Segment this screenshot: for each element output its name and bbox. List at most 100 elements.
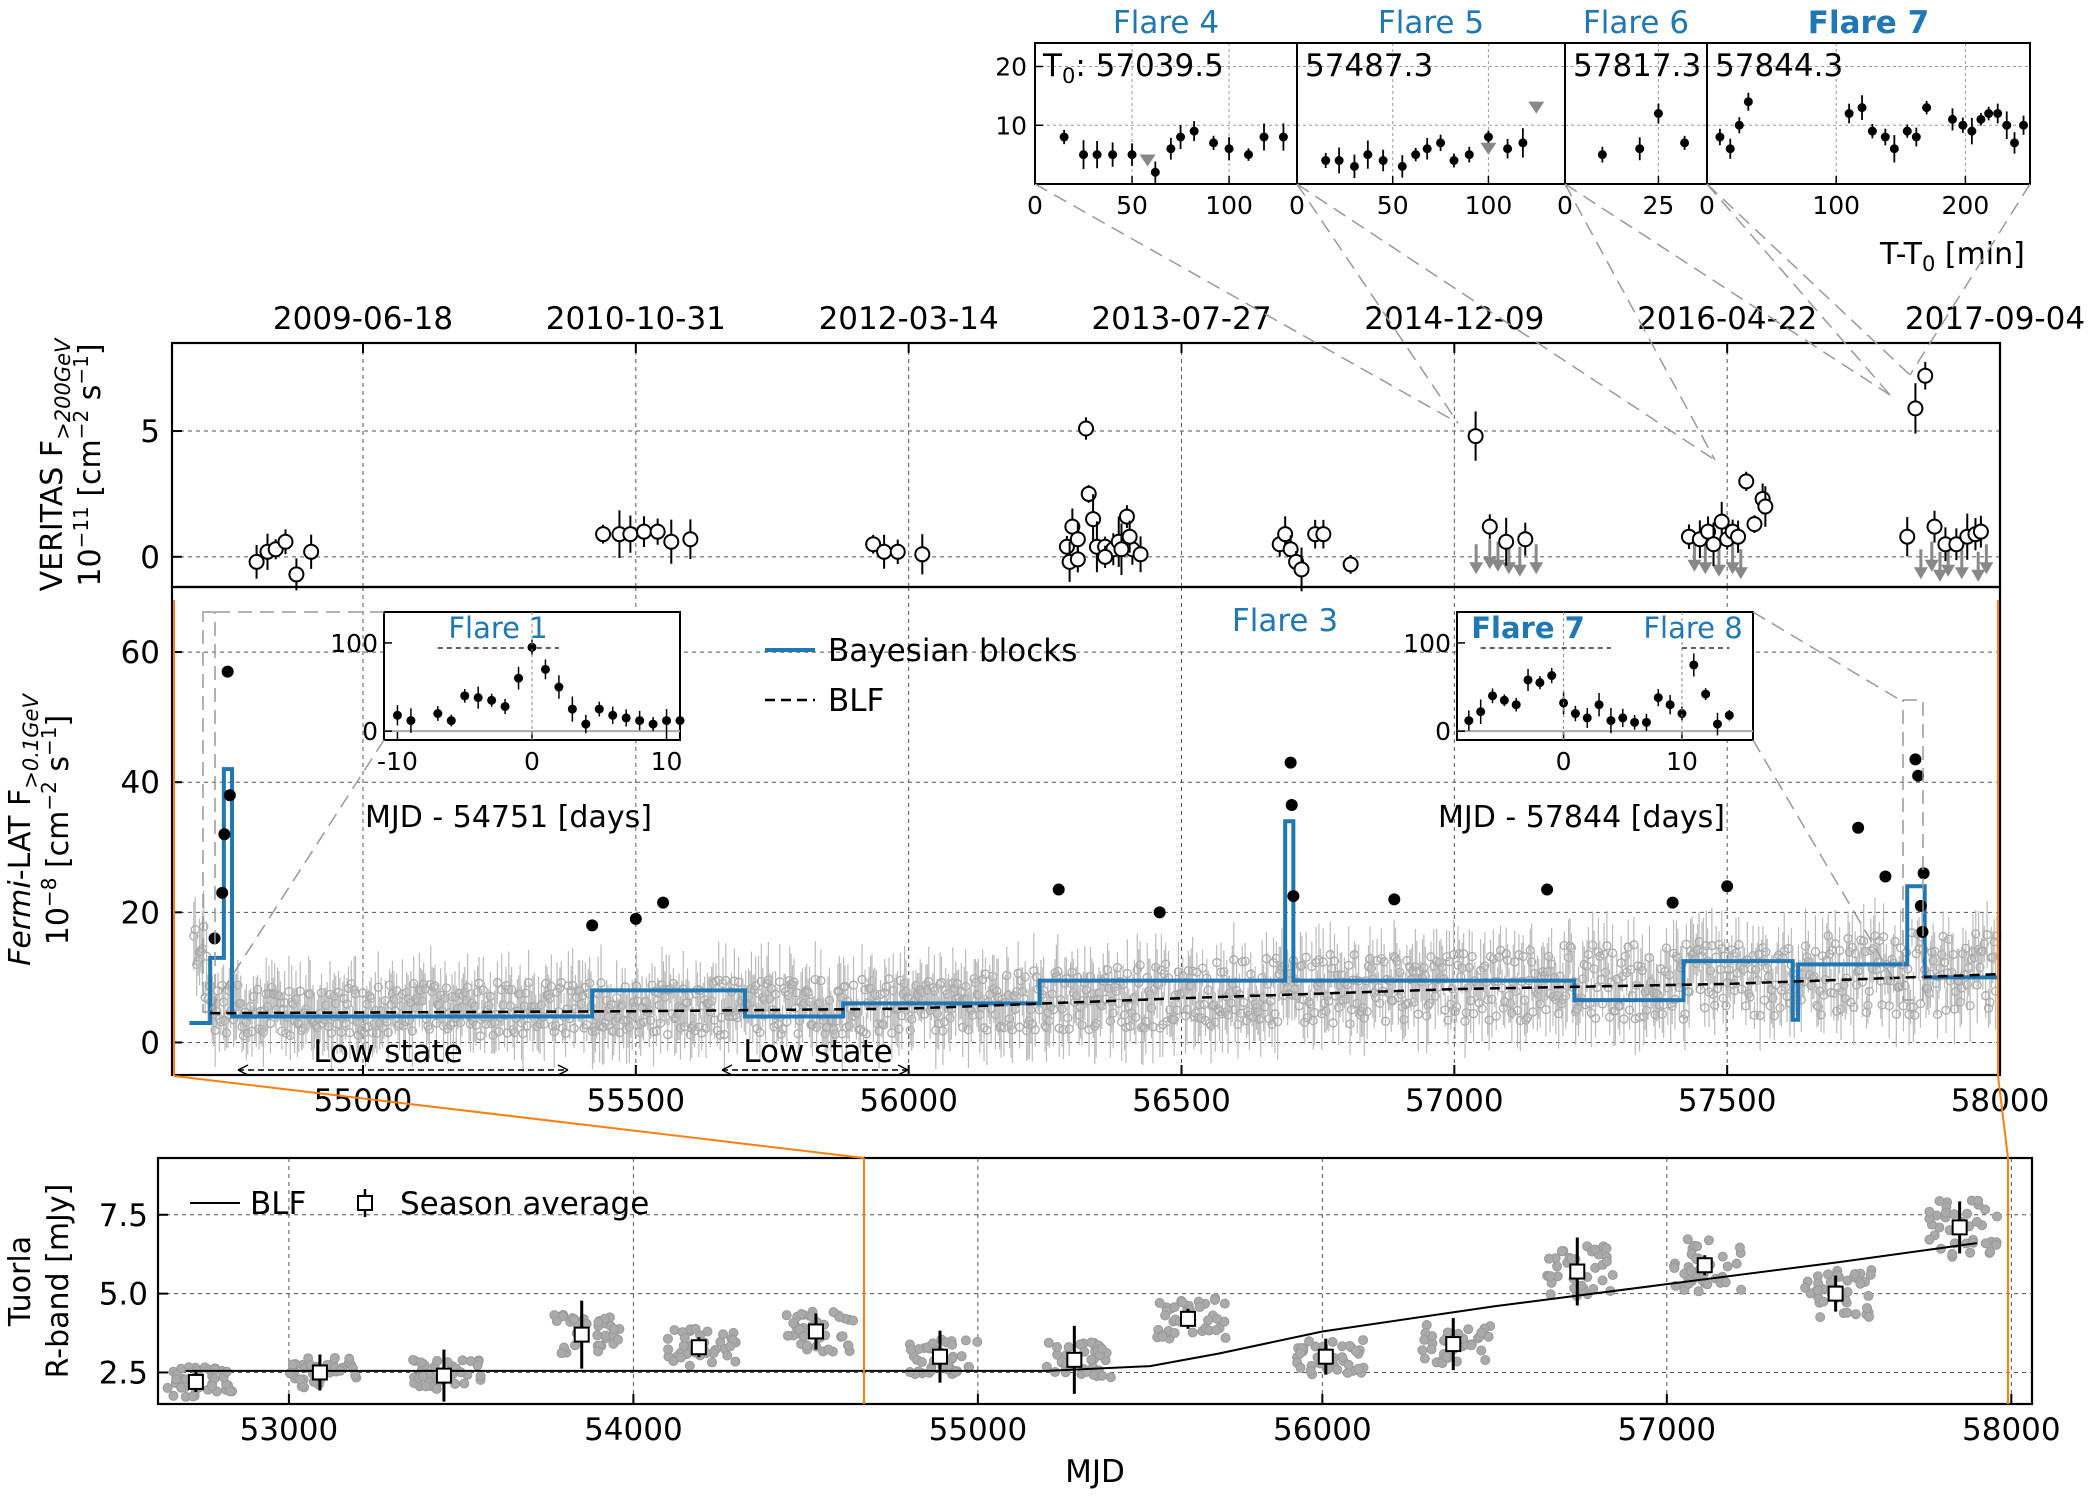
- fermi-faint-point: [1860, 946, 1870, 957]
- fermi-flare-point: [1541, 883, 1554, 896]
- intraday-point: [1635, 144, 1645, 154]
- tuorla-observation-point: [1556, 1246, 1567, 1257]
- inset-flare-7-8-point: [1630, 717, 1640, 727]
- inset-connector: [1564, 183, 1716, 461]
- fermi-faint-point: [844, 1021, 854, 1031]
- fermi-faint-point: [1004, 1014, 1015, 1024]
- tuorla-observation-point: [1043, 1337, 1054, 1348]
- veritas-point: [914, 546, 931, 563]
- intraday-point: [1922, 103, 1932, 113]
- fermi-faint-point: [1890, 936, 1900, 947]
- tuorla-observation-point: [1703, 1235, 1714, 1246]
- low-state-2-label: Low state: [743, 1034, 892, 1070]
- fermi-ytick-label: 20: [121, 895, 160, 931]
- fermi-faint-point: [1216, 967, 1226, 977]
- fermi-faint-point: [935, 979, 945, 989]
- fermi-faint-point: [1863, 1000, 1873, 1011]
- intraday-point: [1378, 156, 1388, 165]
- inset-flare-7-8-point: [1653, 693, 1663, 703]
- veritas-point: [649, 523, 666, 540]
- fermi-faint-point: [1324, 996, 1334, 1006]
- fermi-faint-point: [1661, 943, 1672, 953]
- veritas-point: [1757, 498, 1774, 515]
- fermi-faint-point: [1769, 1011, 1779, 1021]
- fermi-faint-point: [1309, 1008, 1320, 1018]
- fermi-faint-point: [1518, 951, 1528, 962]
- fermi-faint-point: [756, 976, 766, 987]
- inset-flare-1-point: [500, 701, 510, 711]
- fermi-faint-point: [1002, 970, 1012, 981]
- tuorla-observation-point: [1601, 1243, 1612, 1254]
- veritas-upper-limit-arrow: [1687, 559, 1702, 572]
- fermi-faint-point: [1962, 980, 1972, 990]
- tuorla-season-average: [1066, 1351, 1083, 1368]
- fermi-faint-point: [1132, 965, 1142, 975]
- fermi-faint-point: [1318, 957, 1328, 967]
- tuorla-observation-point: [1220, 1332, 1231, 1343]
- tuorla-observation-point: [593, 1317, 604, 1328]
- fermi-faint-point: [399, 1021, 409, 1031]
- fermi-faint-point: [478, 985, 488, 995]
- inset-flare-7-8-xtick-label: 0: [1556, 747, 1572, 776]
- tuorla-observation-point: [475, 1371, 486, 1382]
- inset-flare-1-point: [567, 704, 577, 714]
- intraday-insets: 0 50 100 10 20 Flare 4 T0: 57039.5 0 50 100 Flare …: [995, 5, 2031, 220]
- tuorla-observation-point: [612, 1334, 623, 1345]
- tuorla-observation-point: [1552, 1261, 1563, 1272]
- tuorla-xlabel: MJD: [1065, 1454, 1125, 1490]
- fermi-faint-point: [802, 985, 812, 995]
- veritas-date-tick-label: 2017-09-04: [1905, 301, 2085, 337]
- inset-flare-7-8-point: [1535, 678, 1545, 688]
- tuorla-observation-point: [432, 1355, 443, 1366]
- fermi-faint-point: [765, 994, 775, 1004]
- veritas-date-tick-label: 2016-04-22: [1637, 301, 1817, 337]
- tuorla-observation-point: [1157, 1331, 1168, 1342]
- intraday-point: [1278, 132, 1288, 142]
- fermi-faint-point: [848, 980, 859, 990]
- fermi-xtick-label: 57000: [1405, 1083, 1504, 1119]
- fermi-faint-point: [1847, 942, 1857, 953]
- tuorla-observation-point: [1417, 1345, 1428, 1356]
- fermi-faint-point: [1138, 1021, 1148, 1032]
- fermi-faint-point: [1214, 1006, 1225, 1017]
- fermi-faint-point: [272, 989, 283, 1000]
- inset-flare-1-point: [392, 710, 402, 720]
- inset-flare-1-point: [621, 713, 631, 723]
- intraday-point: [1321, 156, 1331, 165]
- fermi-faint-point: [1590, 1013, 1601, 1023]
- fermi-faint-point: [1588, 940, 1598, 950]
- fermi-faint-point: [1112, 963, 1123, 973]
- fermi-data-marks: [189, 665, 2002, 1072]
- tuorla-observation-point: [1863, 1290, 1874, 1301]
- tuorla-ticks: 53000 54000 55000 56000 57000 58000 2.5 5.0 7.5: [99, 1198, 2061, 1448]
- inset-flare-1-point: [608, 710, 618, 720]
- inset-flare-7-8-point: [1606, 716, 1616, 726]
- tuorla-xtick-label: 54000: [584, 1412, 683, 1448]
- tuorla-season-average: [1445, 1336, 1462, 1353]
- intraday-point: [1503, 144, 1513, 154]
- fermi-flare-point: [1388, 893, 1401, 906]
- fermi-faint-point: [1965, 1000, 1975, 1011]
- fermi-flare-point: [586, 919, 599, 932]
- fermi-faint-point: [1108, 1008, 1118, 1018]
- fermi-faint-point: [577, 990, 588, 1001]
- fermi-faint-point: [1403, 998, 1413, 1008]
- tuorla-observation-point: [1545, 1271, 1556, 1282]
- tuorla-season-average: [807, 1323, 824, 1340]
- fermi-faint-point: [1983, 1003, 1994, 1013]
- fermi-faint-point: [1729, 985, 1740, 996]
- intraday-xtick-label: 50: [1116, 191, 1148, 220]
- fermi-faint-point: [1395, 967, 1405, 977]
- inset-flare-1-point: [662, 716, 672, 726]
- tuorla-observation-point: [350, 1370, 361, 1381]
- fermi-faint-point: [1169, 1015, 1179, 1025]
- veritas-upper-limit-arrow: [1725, 562, 1740, 575]
- inset-flare-1-point: [648, 719, 658, 729]
- veritas-point: [622, 526, 639, 543]
- tuorla-observation-point: [662, 1333, 673, 1344]
- intraday-point: [1059, 132, 1069, 142]
- fermi-faint-point: [1975, 962, 1985, 973]
- intraday-point: [2009, 138, 2019, 148]
- fermi-faint-point: [616, 1002, 626, 1012]
